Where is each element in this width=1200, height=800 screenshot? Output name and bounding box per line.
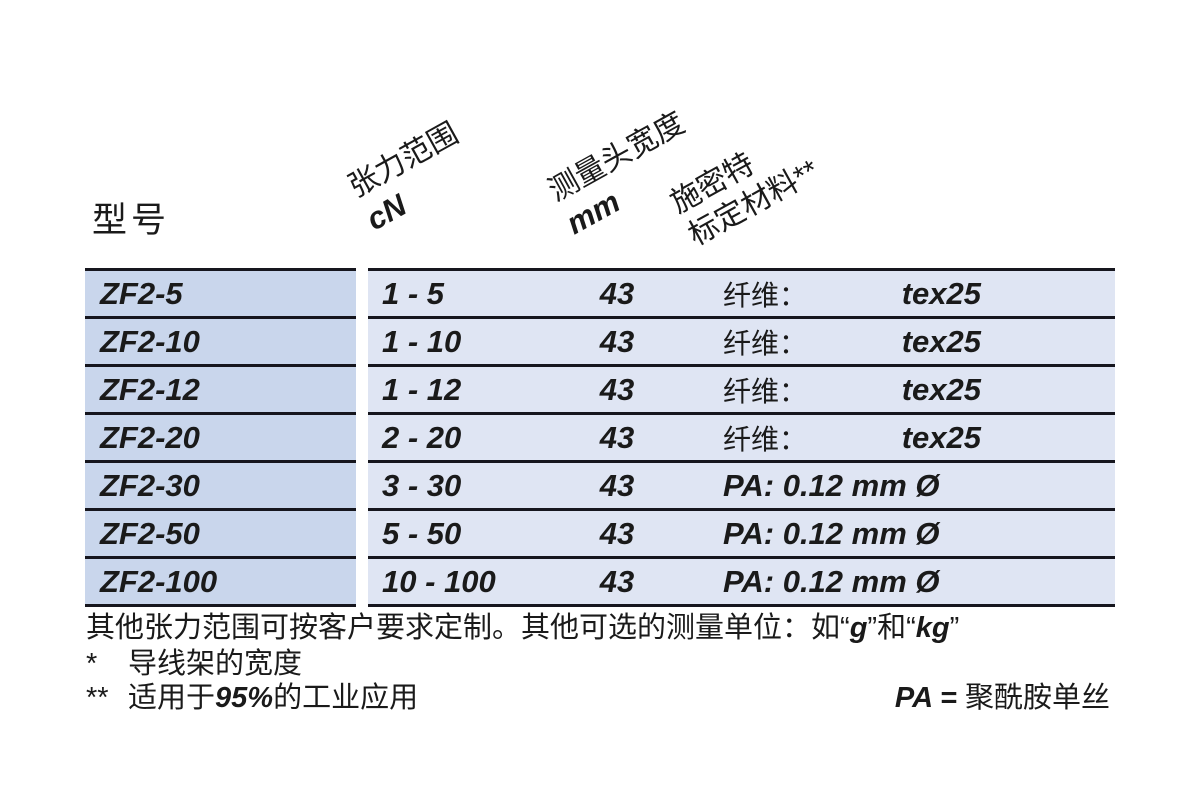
custom-range-note: 其他张力范围可按客户要求定制。其他可选的测量单位：如“g”和“kg”: [86, 611, 959, 645]
model-cell: ZF2-5: [100, 275, 183, 311]
tension-range-cell: 2 - 20: [382, 419, 462, 455]
tension-range-cell: 5 - 50: [382, 515, 462, 551]
asterisk: *: [86, 648, 98, 680]
tension-range-cell: 1 - 5: [382, 275, 445, 311]
quote-close: ”: [867, 612, 878, 644]
table-row-data: 1 - 12 43 纤维： tex25: [368, 364, 1115, 412]
footnote-one-text: 导线架的宽度: [128, 648, 303, 680]
footnote-two-prefix: 适用于: [128, 682, 216, 714]
table-row-data: 1 - 10 43 纤维： tex25: [368, 316, 1115, 364]
model-cell: ZF2-12: [100, 371, 200, 407]
material-value: tex25: [901, 419, 981, 455]
material-value: tex25: [901, 323, 981, 359]
footnote-two-suffix: 的工业应用: [273, 682, 419, 714]
table-row-model: ZF2-30: [85, 460, 356, 508]
head-width-cell: 43: [599, 323, 635, 359]
table-row-data: 10 - 100 43 PA: 0.12 mm Ø: [368, 556, 1115, 604]
pa-abbreviation: PA =: [894, 682, 965, 714]
table-row-model: ZF2-12: [85, 364, 356, 412]
material-cell: 纤维： tex25: [723, 274, 981, 314]
quote-open: “: [840, 612, 850, 644]
table-row-data: 2 - 20 43 纤维： tex25: [368, 412, 1115, 460]
pa-definition-note: PA = 聚酰胺单丝: [895, 681, 1110, 715]
footnote-one-star: * 导线架的宽度: [86, 647, 302, 681]
material-text: PA: 0.12 mm Ø: [723, 515, 940, 551]
footnote-two-percent: 95%: [215, 682, 274, 714]
material-value: tex25: [901, 371, 981, 407]
note-text: 其他张力范围可按客户要求定制。其他可选的测量单位：如: [86, 612, 841, 644]
model-cell: ZF2-100: [100, 563, 218, 599]
model-column: ZF2-5 ZF2-10 ZF2-12 ZF2-20 ZF2-30 ZF2-50 ZF2-1…: [85, 268, 356, 607]
material-cell: PA: 0.12 mm Ø: [723, 516, 981, 552]
quote-close: ”: [949, 612, 960, 644]
material-text: PA: 0.12 mm Ø: [723, 467, 940, 503]
material-label: 纤维：: [723, 423, 808, 455]
model-cell: ZF2-50: [100, 515, 200, 551]
head-width-cell: 43: [599, 515, 635, 551]
tension-range-cell: 1 - 12: [382, 371, 462, 407]
table-row-model: ZF2-10: [85, 316, 356, 364]
material-label: 纤维：: [723, 279, 808, 311]
double-asterisk: **: [86, 682, 109, 714]
table-row-model: ZF2-50: [85, 508, 356, 556]
table-row-data: 5 - 50 43 PA: 0.12 mm Ø: [368, 508, 1115, 556]
material-cell: 纤维： tex25: [723, 418, 981, 458]
material-label: 纤维：: [723, 327, 808, 359]
table-row-model: ZF2-20: [85, 412, 356, 460]
material-text: PA: 0.12 mm Ø: [723, 563, 940, 599]
material-cell: PA: 0.12 mm Ø: [723, 564, 981, 600]
table-row-data: 3 - 30 43 PA: 0.12 mm Ø: [368, 460, 1115, 508]
material-label: 纤维：: [723, 375, 808, 407]
tension-range-cell: 1 - 10: [382, 323, 462, 359]
tension-range-cell: 10 - 100: [382, 563, 496, 599]
conjunction: 和: [877, 612, 907, 644]
model-cell: ZF2-30: [100, 467, 200, 503]
material-cell: 纤维： tex25: [723, 370, 981, 410]
table-row-model: ZF2-100: [85, 556, 356, 604]
pa-meaning: 聚酰胺单丝: [964, 682, 1110, 714]
unit-kg: kg: [915, 612, 950, 644]
tension-range-column-header: 张力范围 cN: [342, 115, 483, 238]
material-cell: PA: 0.12 mm Ø: [723, 468, 981, 504]
head-width-cell: 43: [599, 467, 635, 503]
model-cell: ZF2-10: [100, 323, 200, 359]
table-row-data: 1 - 5 43 纤维： tex25: [368, 268, 1115, 316]
head-width-cell: 43: [599, 371, 635, 407]
unit-g: g: [849, 612, 868, 644]
head-width-cell: 43: [599, 275, 635, 311]
material-cell: 纤维： tex25: [723, 322, 981, 362]
footnote-two-text: 适用于95%的工业应用: [128, 681, 418, 715]
head-width-cell: 43: [599, 419, 635, 455]
model-cell: ZF2-20: [100, 419, 200, 455]
material-value: tex25: [901, 275, 981, 311]
table-row-model: ZF2-5: [85, 268, 356, 316]
model-column-header: 型号: [92, 201, 171, 240]
footnote-two-star: ** 适用于95%的工业应用: [86, 681, 418, 715]
data-columns: 1 - 5 43 纤维： tex25 1 - 10 43 纤维： tex25 1 - 12 43 纤…: [368, 268, 1115, 607]
quote-open: “: [906, 612, 916, 644]
head-width-cell: 43: [599, 563, 635, 599]
tension-range-cell: 3 - 30: [382, 467, 462, 503]
